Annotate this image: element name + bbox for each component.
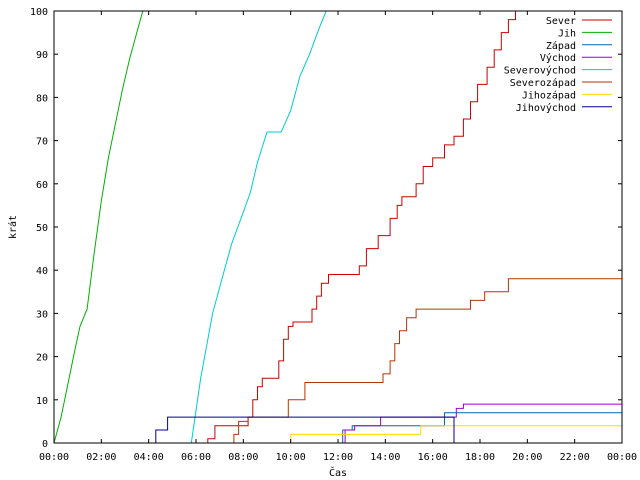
legend-label: Jihozápad (522, 89, 576, 101)
y-tick-label: 80 (36, 93, 48, 104)
y-tick-label: 100 (30, 7, 48, 18)
y-tick-label: 20 (36, 353, 48, 364)
legend-label: Západ (546, 40, 576, 52)
y-tick-label: 10 (36, 396, 48, 407)
legend-label: Jihovýchod (516, 102, 576, 114)
legend-label: Severozápad (510, 77, 576, 89)
x-tick-label: 06:00 (181, 452, 211, 463)
series-line-2 (53, 10, 144, 444)
legend-label: Sever (546, 16, 576, 27)
x-tick-label: 02:00 (86, 452, 116, 463)
x-tick-label: 20:00 (512, 452, 542, 463)
y-tick-label: 90 (36, 50, 48, 61)
series-line-5 (190, 10, 327, 444)
series-line-3 (342, 412, 622, 443)
legend-label: Východ (540, 52, 576, 64)
series-layer (53, 10, 622, 444)
y-tick-label: 40 (36, 266, 48, 277)
series-line-6 (233, 278, 622, 443)
legend-label: Jih (558, 28, 576, 39)
x-tick-label: 04:00 (134, 452, 164, 463)
y-tick-label: 70 (36, 137, 48, 148)
legend-label: Severovýchod (504, 65, 576, 77)
x-tick-label: 22:00 (560, 452, 590, 463)
x-tick-label: 18:00 (465, 452, 495, 463)
y-tick-label: 0 (42, 439, 48, 450)
y-axis-label: krát (7, 215, 19, 239)
ticks-layer: 0 10 20 30 40 50 60 70 80 90 100 00:00 02:00 04:00 06:… (30, 7, 637, 463)
x-tick-label: 14:00 (370, 452, 400, 463)
x-tick-label: 12:00 (323, 452, 353, 463)
x-tick-label: 00:00 (607, 452, 637, 463)
y-tick-label: 60 (36, 180, 48, 191)
x-tick-label: 08:00 (228, 452, 258, 463)
x-tick-label: 16:00 (418, 452, 448, 463)
legend: SeverJihZápadVýchodSeverovýchodSeverozáp… (504, 16, 612, 114)
y-tick-label: 50 (36, 223, 48, 234)
y-tick-label: 30 (36, 309, 48, 320)
x-tick-label: 00:00 (39, 452, 69, 463)
series-line-1 (207, 11, 516, 443)
series-line-8 (155, 416, 455, 443)
series-line-7 (290, 425, 622, 443)
x-tick-label: 10:00 (276, 452, 306, 463)
x-axis-label: Čas (329, 466, 347, 479)
